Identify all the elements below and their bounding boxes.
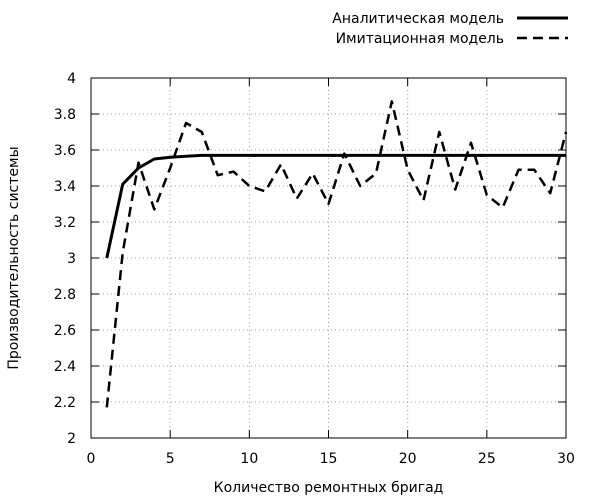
legend: Аналитическая модель Имитационная модель — [332, 11, 568, 47]
axis-ticks: 0 5 10 15 20 25 30 2 2.2 2.4 2.6 2.8 3 3.2 3.4 3.6 3.8 4 — [54, 71, 575, 467]
x-tick-label: 20 — [399, 451, 417, 467]
y-tick-label: 2.6 — [54, 323, 76, 339]
series-line-analytical — [105, 153, 566, 259]
y-tick-label: 3.6 — [54, 143, 76, 159]
x-tick-label: 10 — [240, 451, 258, 467]
x-tick-label: 5 — [166, 451, 175, 467]
legend-label-analytical: Аналитическая модель — [332, 11, 504, 27]
y-tick-label: 3 — [67, 251, 76, 267]
series-line-simulation — [105, 100, 568, 408]
y-tick-label: 2.8 — [54, 287, 76, 303]
x-tick-label: 25 — [478, 451, 496, 467]
grid — [91, 78, 566, 438]
y-tick-label: 2.4 — [54, 359, 76, 375]
legend-label-simulation: Имитационная модель — [336, 31, 504, 47]
y-tick-label: 3.8 — [54, 107, 76, 123]
y-tick-label: 3.4 — [54, 179, 76, 195]
series-lines — [105, 100, 568, 408]
x-tick-label: 15 — [320, 451, 338, 467]
y-tick-label: 2 — [67, 431, 76, 447]
y-tick-label: 2.2 — [54, 395, 76, 411]
x-tick-label: 30 — [557, 451, 575, 467]
y-tick-label: 3.2 — [54, 215, 76, 231]
y-tick-label: 4 — [67, 71, 76, 87]
x-axis-label: Количество ремонтных бригад — [214, 480, 444, 496]
x-tick-label: 0 — [87, 451, 96, 467]
y-axis-label: Производительность системы — [6, 146, 22, 369]
